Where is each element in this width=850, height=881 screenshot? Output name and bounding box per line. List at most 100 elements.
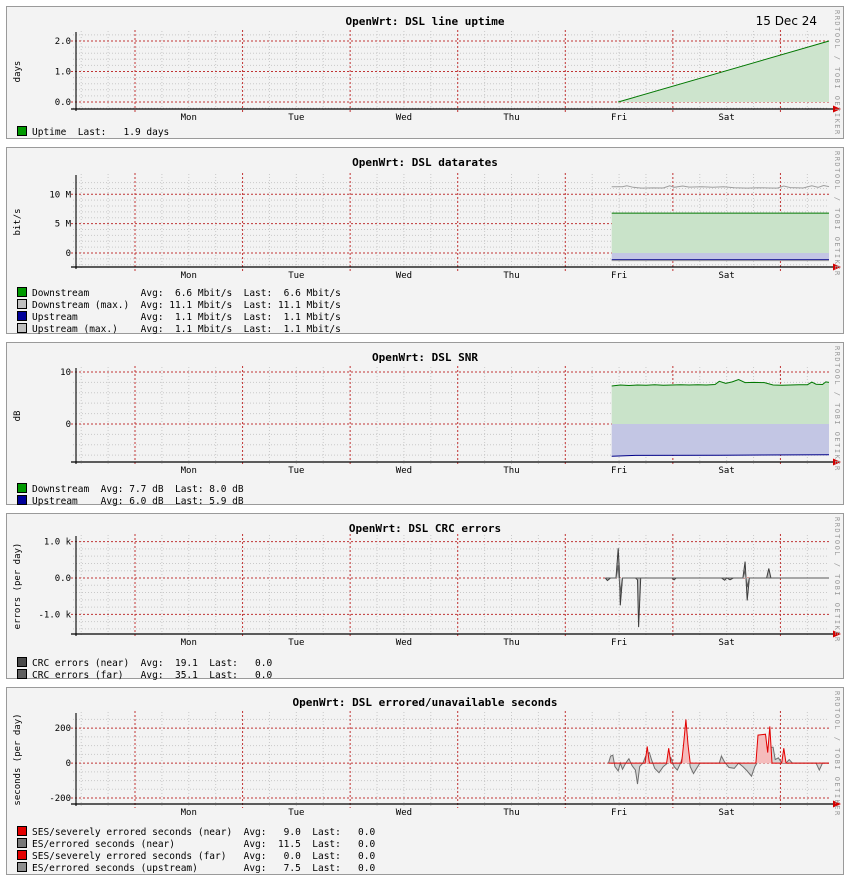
legend-label: SES/severely errored seconds (far) Avg: …: [32, 851, 376, 862]
dsl-errored-seconds-plot: -200 0 200 Mon Tue Wed Thu Fri Sat seconds (per d…: [13, 711, 841, 818]
legend-row: Uptime Last: 1.9 days: [17, 126, 169, 138]
legend-row: Upstream Avg: 6.0 dB Last: 5.9 dB: [17, 495, 244, 507]
svg-text:Fri: Fri: [611, 271, 627, 281]
chart-legend: Downstream Avg: 6.6 Mbit/s Last: 6.6 Mbi…: [17, 287, 341, 335]
svg-text:Fri: Fri: [611, 638, 627, 648]
svg-text:200: 200: [55, 724, 71, 734]
legend-row: Upstream Avg: 1.1 Mbit/s Last: 1.1 Mbit/…: [17, 311, 341, 323]
chart-dsl-snr: 0 10 Mon Tue Wed Thu Fri Sat dB OpenWrt: DSL SNR…: [6, 342, 844, 507]
legend-swatch: [17, 323, 27, 333]
legend-row: ES/errored seconds (upstream) Avg: 7.5 L…: [17, 862, 375, 874]
legend-swatch: [17, 287, 27, 297]
chart-title: OpenWrt: DSL errored/unavailable seconds: [292, 696, 558, 709]
svg-text:Thu: Thu: [503, 113, 519, 123]
rrdtool-watermark: RRDTOOL / TOBI OETIKER: [833, 346, 841, 472]
svg-text:Tue: Tue: [288, 113, 304, 123]
legend-row: Downstream (max.) Avg: 11.1 Mbit/s Last:…: [17, 299, 341, 311]
legend-row: CRC errors (near) Avg: 19.1 Last: 0.0: [17, 657, 272, 669]
chart-title: OpenWrt: DSL datarates: [352, 156, 498, 169]
legend-row: Downstream Avg: 6.6 Mbit/s Last: 6.6 Mbi…: [17, 287, 341, 299]
svg-text:Thu: Thu: [503, 638, 519, 648]
legend-swatch: [17, 862, 27, 872]
legend-label: Downstream Avg: 7.7 dB Last: 8.0 dB: [32, 484, 244, 495]
chart-dsl-errored-seconds: -200 0 200 Mon Tue Wed Thu Fri Sat seconds (per d…: [6, 687, 844, 875]
legend-swatch: [17, 311, 27, 321]
svg-text:0.0: 0.0: [55, 574, 71, 584]
svg-text:Fri: Fri: [611, 466, 627, 476]
legend-label: Upstream Avg: 1.1 Mbit/s Last: 1.1 Mbit/…: [32, 312, 341, 323]
svg-text:Thu: Thu: [503, 808, 519, 818]
legend-swatch: [17, 495, 27, 505]
legend-swatch: [17, 126, 27, 136]
svg-text:dB: dB: [13, 411, 23, 422]
svg-text:2.0: 2.0: [55, 37, 71, 47]
chart-title: OpenWrt: DSL CRC errors: [348, 522, 502, 535]
svg-text:0.0: 0.0: [55, 98, 71, 108]
legend-label: Upstream (max.) Avg: 1.1 Mbit/s Last: 1.…: [32, 324, 341, 335]
dsl-datarates-plot: 0 5 M 10 M Mon Tue Wed Thu Fri Sat bit/s: [13, 173, 841, 281]
legend-row: Upstream (max.) Avg: 1.1 Mbit/s Last: 1.…: [17, 323, 341, 335]
rrdtool-watermark: RRDTOOL / TOBI OETIKER: [833, 517, 841, 643]
svg-text:Tue: Tue: [288, 466, 304, 476]
svg-text:Thu: Thu: [503, 466, 519, 476]
svg-text:10: 10: [60, 368, 71, 378]
svg-text:0: 0: [66, 420, 71, 430]
chart-legend: SES/severely errored seconds (near) Avg:…: [17, 826, 375, 874]
svg-text:Tue: Tue: [288, 808, 304, 818]
legend-row: SES/severely errored seconds (far) Avg: …: [17, 850, 375, 862]
chart-title: OpenWrt: DSL SNR: [372, 351, 478, 364]
dsl-line-uptime-plot: 0.0 1.0 2.0 Mon Tue Wed Thu Fri Sat days: [13, 30, 841, 123]
svg-text:bit/s: bit/s: [13, 208, 23, 235]
legend-swatch: [17, 826, 27, 836]
svg-text:-1.0 k: -1.0 k: [38, 610, 71, 620]
chart-dsl-datarates: 0 5 M 10 M Mon Tue Wed Thu Fri Sat bit/s OpenWrt:…: [6, 147, 844, 335]
svg-text:Sat: Sat: [719, 638, 735, 648]
svg-text:5 M: 5 M: [55, 220, 72, 230]
dsl-crc-errors-plot: -1.0 k 0.0 1.0 k Mon Tue Wed Thu Fri Sat errors (…: [13, 534, 841, 648]
svg-text:0: 0: [66, 249, 71, 259]
legend-label: Downstream Avg: 6.6 Mbit/s Last: 6.6 Mbi…: [32, 288, 341, 299]
legend-label: CRC errors (near) Avg: 19.1 Last: 0.0: [32, 658, 273, 669]
legend-swatch: [17, 657, 27, 667]
svg-text:Fri: Fri: [611, 808, 627, 818]
rrdtool-watermark: RRDTOOL / TOBI OETIKER: [833, 691, 841, 817]
legend-row: Downstream Avg: 7.7 dB Last: 8.0 dB: [17, 483, 244, 495]
chart-legend: Downstream Avg: 7.7 dB Last: 8.0 dB Upstr…: [17, 483, 244, 507]
svg-text:Mon: Mon: [181, 113, 197, 123]
svg-text:seconds (per day): seconds (per day): [13, 713, 23, 805]
svg-text:Sat: Sat: [719, 113, 735, 123]
svg-text:Mon: Mon: [181, 271, 197, 281]
svg-text:Mon: Mon: [181, 808, 197, 818]
svg-text:0: 0: [66, 759, 71, 769]
svg-text:Mon: Mon: [181, 638, 197, 648]
rrdtool-watermark: RRDTOOL / TOBI OETIKER: [833, 10, 841, 136]
svg-text:Wed: Wed: [396, 271, 412, 281]
svg-text:Sat: Sat: [719, 271, 735, 281]
svg-text:Tue: Tue: [288, 271, 304, 281]
svg-text:Wed: Wed: [396, 808, 412, 818]
legend-label: CRC errors (far) Avg: 35.1 Last: 0.0: [32, 670, 273, 681]
legend-label: Upstream Avg: 6.0 dB Last: 5.9 dB: [32, 496, 244, 507]
svg-text:1.0: 1.0: [55, 68, 71, 78]
svg-text:Wed: Wed: [396, 638, 412, 648]
legend-label: SES/severely errored seconds (near) Avg:…: [32, 827, 376, 838]
legend-label: Downstream (max.) Avg: 11.1 Mbit/s Last:…: [32, 300, 341, 311]
legend-label: ES/errored seconds (near) Avg: 11.5 Last…: [32, 839, 376, 850]
dsl-snr-plot: 0 10 Mon Tue Wed Thu Fri Sat dB: [13, 366, 841, 476]
svg-text:1.0 k: 1.0 k: [44, 538, 72, 548]
legend-label: ES/errored seconds (upstream) Avg: 7.5 L…: [32, 863, 376, 874]
legend-swatch: [17, 850, 27, 860]
svg-text:10 M: 10 M: [49, 190, 71, 200]
svg-text:Sat: Sat: [719, 466, 735, 476]
svg-text:errors (per day): errors (per day): [13, 543, 23, 630]
chart-legend: CRC errors (near) Avg: 19.1 Last: 0.0 CRC…: [17, 657, 272, 681]
svg-text:Mon: Mon: [181, 466, 197, 476]
legend-row: ES/errored seconds (near) Avg: 11.5 Last…: [17, 838, 375, 850]
svg-text:days: days: [13, 61, 23, 83]
chart-title: OpenWrt: DSL line uptime: [345, 15, 505, 28]
date-stamp: 15 Dec 24: [755, 14, 817, 28]
svg-text:Sat: Sat: [719, 808, 735, 818]
legend-swatch: [17, 483, 27, 493]
svg-text:Tue: Tue: [288, 638, 304, 648]
svg-text:Thu: Thu: [503, 271, 519, 281]
